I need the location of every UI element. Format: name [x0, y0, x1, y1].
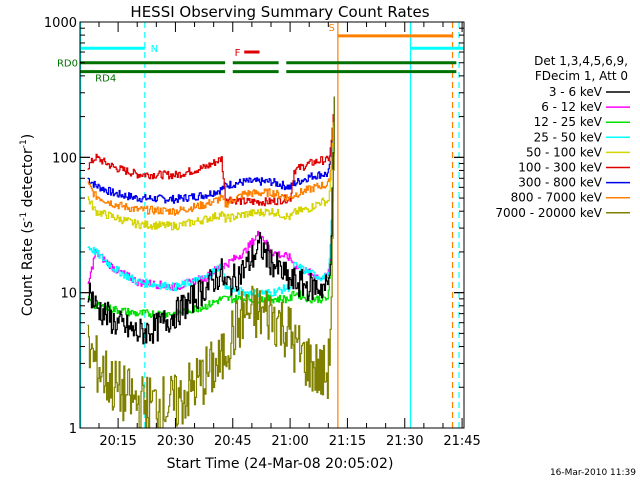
series-line-3 [87, 96, 335, 231]
y-tick-label: 100 [52, 151, 77, 166]
legend-entry-label: 7000 - 20000 keV [495, 206, 602, 220]
annotation-label-s: S [329, 23, 335, 34]
x-tick-label: 21:45 [443, 434, 480, 449]
annotation-label-f: F [235, 48, 241, 59]
legend-entry-label: 3 - 6 keV [549, 85, 603, 99]
y-axis-label-end: ) [20, 134, 36, 139]
series-line-7 [87, 96, 335, 345]
y-tick-label: 10 [60, 287, 77, 302]
legend-entry-label: 12 - 25 keV [534, 115, 603, 129]
y-axis: 1 10 100 1000 [44, 16, 464, 437]
legend-entry-label: 300 - 800 keV [518, 176, 602, 190]
series-line-6 [87, 96, 335, 319]
x-tick-label: 21:00 [271, 434, 308, 449]
x-axis-label: Start Time (24-Mar-08 20:05:02) [167, 456, 394, 472]
plot-frame [79, 21, 465, 429]
legend-entry-label: 25 - 50 keV [534, 130, 603, 144]
chart-title: HESSI Observing Summary Count Rates [130, 3, 429, 21]
y-axis-label-main: Count Rate (s [20, 221, 36, 316]
legend-header-1: Det 1,3,4,5,6,9, [534, 54, 628, 68]
legend-header-2: FDecim 1, Att 0 [535, 69, 628, 83]
series-line-8 [87, 96, 335, 428]
x-tick-label: 20:30 [157, 434, 194, 449]
y-tick-label: 1 [69, 422, 77, 437]
y-axis-label-sup1: -1 [19, 212, 29, 221]
annotation-label-n: N [151, 44, 158, 55]
y-axis-label-sup2: -1 [19, 139, 29, 148]
legend: Det 1,3,4,5,6,9, FDecim 1, Att 0 3 - 6 k… [495, 54, 630, 220]
x-axis: 20:15 20:30 20:45 21:00 21:15 21:30 21:45 [98, 22, 481, 449]
legend-entry-label: 100 - 300 keV [518, 161, 602, 175]
y-axis-label-mid: detector [20, 148, 36, 212]
series-line-1 [87, 96, 335, 207]
x-tick-label: 21:15 [329, 434, 366, 449]
annotation-label-rd0: RD0 [57, 59, 78, 70]
legend-entry-label: 800 - 7000 keV [511, 191, 603, 205]
x-tick-label: 20:45 [214, 434, 251, 449]
x-tick-label: 21:30 [386, 434, 423, 449]
series-line-0 [87, 96, 335, 204]
y-tick-label: 1000 [44, 16, 77, 31]
timestamp-stamp: 16-Mar-2010 11:39 [550, 468, 636, 478]
plot-area [80, 22, 464, 428]
x-tick-label: 20:15 [99, 434, 136, 449]
annotation-label-rd4: RD4 [95, 74, 116, 85]
y-axis-label: Count Rate (s-1 detector-1) [19, 134, 36, 316]
legend-entry-label: 6 - 12 keV [541, 100, 603, 114]
legend-entry-label: 50 - 100 keV [526, 145, 603, 159]
series-line-2 [87, 96, 335, 216]
